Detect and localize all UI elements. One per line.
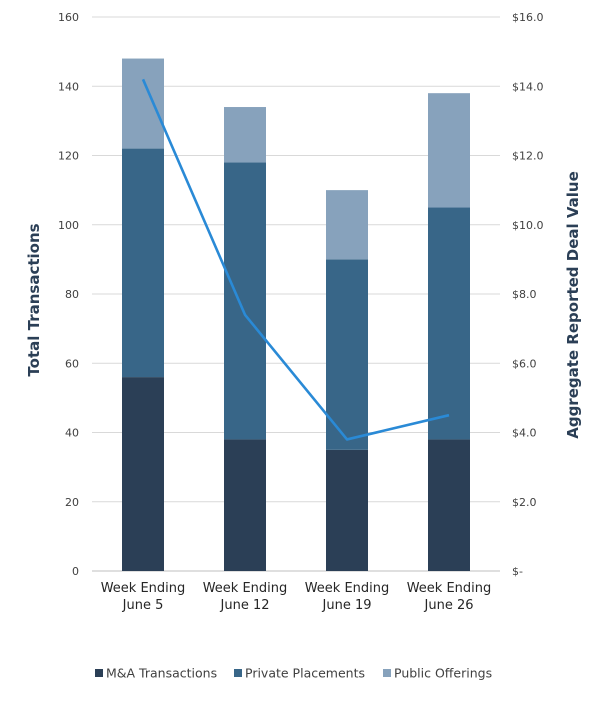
left-tick-label: 60: [65, 357, 79, 370]
bar-public-offerings: [326, 190, 368, 260]
category-label: Week Ending: [305, 581, 390, 596]
legend-label: Private Placements: [245, 666, 365, 681]
right-tick-label: $4.0: [512, 427, 537, 440]
axis-ticks: 0 20 40 60 80 100 120 140 160 $- $2.0 $4.0 $6.0 $8.0 $…: [58, 11, 544, 578]
legend-swatch: [383, 669, 391, 677]
category-label: June 5: [122, 598, 164, 613]
bar-m-a-transactions: [224, 439, 266, 571]
left-tick-label: 80: [65, 288, 79, 301]
legend-swatch: [95, 669, 103, 677]
bars: [122, 58, 470, 571]
legend-label: Public Offerings: [394, 666, 492, 681]
legend: M&A Transactions Private Placements Public…: [95, 666, 492, 681]
category-label: June 19: [322, 598, 372, 613]
left-tick-label: 40: [65, 427, 79, 440]
legend-swatch: [234, 669, 242, 677]
right-tick-label: $6.0: [512, 357, 537, 370]
bar-m-a-transactions: [326, 449, 368, 571]
left-axis-title: Total Transactions: [25, 223, 43, 376]
bar-m-a-transactions: [122, 377, 164, 571]
left-tick-label: 120: [58, 150, 79, 163]
legend-label: M&A Transactions: [106, 666, 217, 681]
right-tick-label: $16.0: [512, 11, 544, 24]
bar-public-offerings: [428, 93, 470, 208]
deal-value-line-path: [141, 78, 450, 441]
left-tick-label: 100: [58, 219, 79, 232]
right-axis-title: Aggregate Reported Deal Value: [564, 171, 582, 439]
category-label: Week Ending: [101, 581, 186, 596]
category-labels: Week Ending June 5 Week Ending June 12 Week …: [101, 581, 492, 613]
deal-value-line: [141, 78, 450, 441]
left-tick-label: 160: [58, 11, 79, 24]
right-tick-label: $12.0: [512, 150, 544, 163]
category-label: Week Ending: [203, 581, 288, 596]
right-tick-label: $10.0: [512, 219, 544, 232]
bar-m-a-transactions: [428, 439, 470, 571]
left-tick-label: 20: [65, 496, 79, 509]
bar-public-offerings: [122, 58, 164, 149]
right-tick-label: $2.0: [512, 496, 537, 509]
bar-private-placements: [326, 259, 368, 450]
right-tick-label: $-: [512, 565, 523, 578]
category-label: June 12: [220, 598, 270, 613]
right-tick-label: $14.0: [512, 80, 544, 93]
category-label: Week Ending: [407, 581, 492, 596]
bar-private-placements: [122, 148, 164, 378]
bar-public-offerings: [224, 107, 266, 163]
left-tick-label: 140: [58, 80, 79, 93]
bar-private-placements: [224, 162, 266, 440]
right-tick-label: $8.0: [512, 288, 537, 301]
category-label: June 26: [424, 598, 474, 613]
bar-private-placements: [428, 207, 470, 440]
left-tick-label: 0: [72, 565, 79, 578]
